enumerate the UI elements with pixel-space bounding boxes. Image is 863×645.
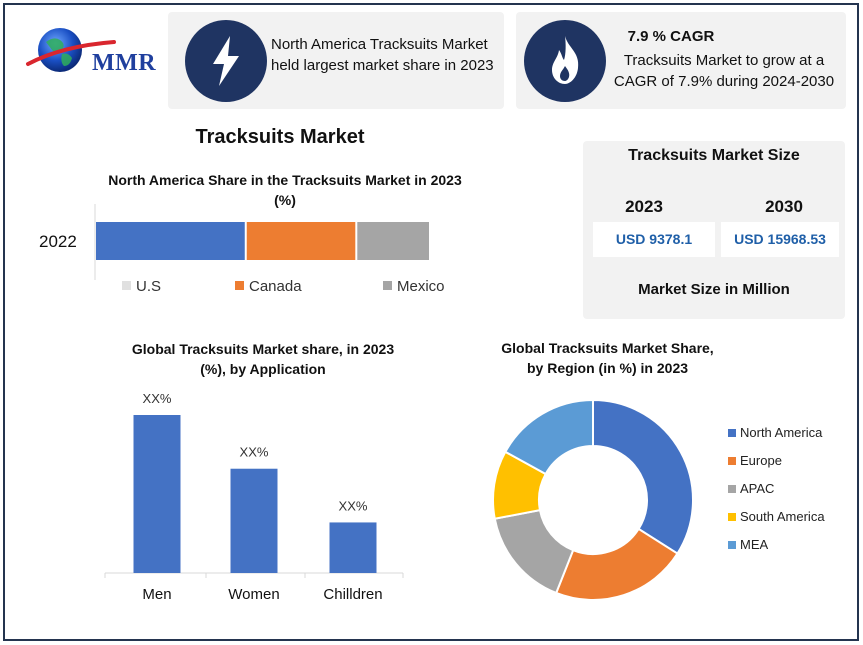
donut-slice-mea [504, 398, 594, 476]
data-label: XX% [143, 391, 172, 406]
legend-label: U.S [136, 278, 161, 295]
info-box-text: North America Tracksuits Market held lar… [271, 34, 503, 76]
legend-swatch [235, 281, 244, 290]
bar-men [133, 415, 181, 573]
year-2030: 2030 [765, 197, 803, 216]
legend-swatch [122, 281, 131, 290]
legend-label: North America [740, 425, 823, 440]
donut-slice-north-america [592, 398, 694, 555]
market-size-panel: Tracksuits Market Size 2023 2030 USD 937… [583, 141, 845, 319]
legend-swatch [728, 513, 736, 521]
lightning-icon [185, 20, 267, 102]
legend-swatch [728, 485, 736, 493]
mmr-logo: MMR [22, 20, 162, 80]
main-title: Tracksuits Market [195, 126, 365, 148]
legend-label: Mexico [397, 278, 445, 295]
year-2023: 2023 [625, 197, 663, 216]
chart2-title: Global Tracksuits Market share, in 2023 … [88, 339, 438, 379]
chart2-title-line: Global Tracksuits Market share, in 2023 [131, 341, 395, 357]
chart1-title-line: (%) [274, 192, 296, 208]
region-donut-chart: North America Europe APAC South America MEA [492, 398, 825, 601]
category-label: 2022 [39, 232, 77, 251]
info-line: held largest market share in 2023 [271, 57, 494, 74]
x-tick-label: Chilldren [323, 586, 382, 603]
bar-segment-canada [246, 222, 356, 260]
legend-swatch [728, 541, 736, 549]
legend-label: Europe [740, 453, 782, 468]
bar-segment-us [96, 222, 245, 260]
chart3-title: Global Tracksuits Market Share, by Regio… [470, 338, 745, 378]
chart3-title-line: by Region (in %) in 2023 [526, 360, 689, 376]
data-label: XX% [240, 445, 269, 460]
x-tick-label: Women [228, 586, 279, 603]
market-size-title: Tracksuits Market Size [628, 147, 800, 164]
chart1-title-line: North America Share in the Tracksuits Ma… [108, 172, 462, 188]
flame-icon [524, 20, 606, 102]
globe-icon [26, 28, 116, 72]
cagr-title: 7.9 % CAGR [627, 28, 715, 45]
bar-women [230, 468, 278, 573]
legend-label: South America [740, 509, 825, 524]
bar-chilldren [329, 522, 377, 573]
chart3-title-line: Global Tracksuits Market Share, [501, 340, 714, 356]
legend-swatch [383, 281, 392, 290]
info-line: North America Tracksuits Market [271, 36, 488, 53]
legend-swatch [728, 457, 736, 465]
legend-swatch [728, 429, 736, 437]
x-tick-label: Men [142, 586, 171, 603]
data-label: XX% [339, 498, 368, 513]
market-size-2030-value: USD 15968.53 [721, 222, 839, 257]
stacked-bar-chart: 2022 U.S Canada Mexico [39, 204, 445, 295]
legend-label: MEA [740, 537, 769, 552]
market-size-footer: Market Size in Million [638, 281, 790, 298]
info-box-cagr: 7.9 % CAGR Tracksuits Market to grow at … [516, 12, 846, 109]
donut-slice-apac [493, 508, 575, 595]
info-line: CAGR of 7.9% during 2024-2030 [613, 73, 835, 90]
info-box-market-share: North America Tracksuits Market held lar… [168, 12, 504, 109]
logo-text: MMR [92, 50, 157, 76]
info-box-text: Tracksuits Market to grow at a CAGR of 7… [604, 50, 844, 92]
chart2-title-line: (%), by Application [200, 361, 326, 377]
legend-label: Canada [249, 278, 302, 295]
application-bar-chart: XX% Men XX% Women XX% Chilldren [104, 391, 404, 603]
info-line: Tracksuits Market to grow at a [623, 52, 825, 69]
market-size-2023-value: USD 9378.1 [593, 222, 715, 257]
legend-label: APAC [740, 481, 774, 496]
chart1-title: North America Share in the Tracksuits Ma… [60, 170, 510, 210]
bar-segment-mexico [357, 222, 429, 260]
